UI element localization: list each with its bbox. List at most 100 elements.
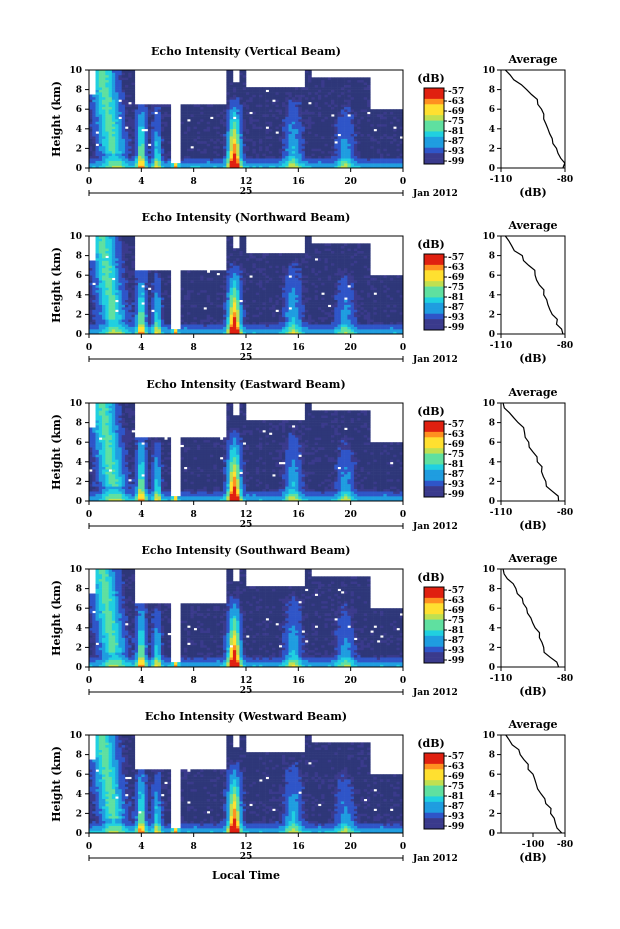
heatmap-cell (275, 272, 280, 276)
heatmap-cell (105, 277, 109, 281)
heatmap-cell (288, 99, 293, 103)
heatmap-cell (183, 111, 188, 115)
heatmap-cell (298, 92, 302, 95)
heatmap-cell (131, 331, 136, 335)
heatmap-cell (196, 275, 201, 278)
heatmap-cell (268, 131, 273, 134)
heatmap-cell (128, 262, 132, 266)
heatmap-cell (265, 311, 270, 315)
heatmap-cell (95, 326, 100, 330)
heatmap-cell (157, 277, 162, 281)
heatmap-cell (111, 238, 116, 242)
heatmap-cell (89, 270, 93, 274)
heatmap-cell (141, 309, 145, 313)
heatmap-cell (396, 114, 401, 117)
heatmap-cell (141, 287, 145, 291)
heatmap-cell (98, 282, 103, 286)
heatmap-cell (259, 326, 263, 330)
heatmap-cell (216, 136, 221, 139)
heatmap-cell (183, 326, 188, 330)
heatmap-cell (187, 104, 191, 108)
heatmap-cell (360, 89, 365, 93)
heatmap-cell (249, 324, 253, 327)
heatmap-cell (105, 99, 109, 103)
heatmap-cell (151, 277, 155, 281)
heatmap-cell (389, 155, 394, 159)
heatmap-cell (111, 243, 116, 247)
heatmap-cell (219, 111, 224, 115)
heatmap-cell (190, 311, 194, 315)
heatmap-cell (206, 133, 211, 137)
heatmap-cell (190, 121, 194, 125)
heatmap-cell (281, 307, 286, 310)
heatmap-cell (383, 138, 387, 142)
heatmap-cell (187, 123, 191, 127)
heatmap-cell (141, 275, 145, 278)
heatmap-cell (190, 160, 194, 164)
heatmap-cell (206, 275, 211, 278)
heatmap-cell (327, 150, 332, 154)
heatmap-cell (337, 92, 342, 95)
heatmap-cell (95, 304, 100, 308)
heatmap-cell (118, 145, 123, 149)
heatmap-cell (268, 123, 273, 127)
heatmap-cell (265, 123, 270, 127)
heatmap-cell (347, 82, 351, 85)
heatmap-cell (131, 292, 136, 296)
heatmap-cell (157, 294, 162, 298)
heatmap-cell (347, 99, 351, 103)
heatmap-cell (118, 94, 123, 98)
heatmap-cell (115, 123, 119, 127)
heatmap-cell (259, 123, 263, 127)
heatmap-cell (196, 145, 201, 149)
heatmap-cell (393, 128, 397, 132)
heatmap-cell (236, 289, 240, 293)
heatmap-cell (272, 275, 276, 278)
heatmap-cell (259, 141, 263, 144)
heatmap-cell (102, 128, 106, 132)
heatmap-cell (383, 145, 387, 149)
heatmap-cell (281, 155, 286, 159)
heatmap-cell (252, 282, 257, 286)
heatmap-cell (226, 141, 230, 144)
heatmap-cell (272, 87, 276, 90)
heatmap-cell (223, 319, 227, 323)
heatmap-cell (278, 275, 283, 278)
heatmap-cell (255, 275, 260, 278)
heatmap-cell (272, 285, 276, 288)
colorbar-tick-label: -93 (448, 147, 464, 157)
heatmap-cell (105, 314, 109, 318)
heatmap-cell (144, 272, 149, 276)
heatmap-cell (249, 148, 253, 152)
heatmap-cell (187, 138, 191, 142)
heatmap-cell (105, 324, 109, 327)
heatmap-cell (295, 292, 299, 296)
heatmap-cell (285, 133, 289, 137)
heatmap-cell (102, 70, 106, 73)
heatmap-cell (95, 270, 100, 274)
heatmap-cell (102, 123, 106, 127)
heatmap-cell (219, 331, 224, 335)
heatmap-cell (357, 92, 361, 95)
heatmap-cell (285, 302, 289, 305)
heatmap-cell (115, 84, 119, 88)
heatmap-cell (102, 292, 106, 296)
heatmap-cell (232, 282, 237, 286)
heatmap-cell (242, 82, 247, 85)
heatmap-cell (196, 104, 201, 108)
heatmap-cell (193, 289, 198, 293)
heatmap-cell (249, 311, 253, 315)
heatmap-cell (376, 111, 381, 115)
heatmap-cell (121, 131, 126, 134)
heatmap-cell (151, 324, 155, 327)
heatmap-cell (141, 121, 145, 125)
heatmap-cell (89, 277, 93, 281)
heatmap-cell (285, 277, 289, 281)
heatmap-cell (317, 114, 322, 117)
heatmap-cell (291, 143, 296, 147)
heatmap-cell (187, 311, 191, 315)
heatmap-cell (265, 131, 270, 134)
heatmap-cell (160, 158, 165, 161)
heatmap-cell (131, 70, 136, 73)
heatmap-cell (160, 289, 165, 293)
